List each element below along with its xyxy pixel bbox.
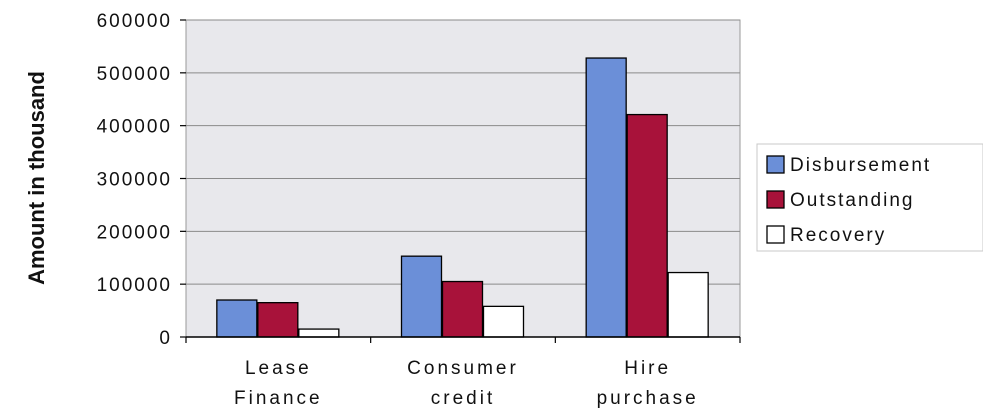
- x-category-label: credit: [431, 388, 495, 409]
- y-tick-label: 600000: [97, 11, 172, 32]
- y-tick-label: 300000: [97, 170, 172, 191]
- bar-recovery: [667, 271, 709, 338]
- legend-label-outstanding: Outstanding: [790, 190, 914, 211]
- y-tick-label: 100000: [97, 275, 172, 296]
- x-axis-category-labels: Lease Finance Consumer credit Hire purchase: [185, 337, 741, 409]
- bar-disbursement: [216, 299, 258, 338]
- x-category-label: Finance: [234, 388, 323, 409]
- x-category-label: purchase: [597, 388, 699, 409]
- x-category-label: Lease: [245, 358, 312, 379]
- legend-swatch-disbursement: [766, 155, 785, 174]
- legend-label-disbursement: Disbursement: [790, 155, 931, 176]
- x-category-label: Hire: [624, 358, 671, 379]
- y-tick-label: 500000: [97, 64, 172, 85]
- bar-disbursement: [400, 255, 443, 338]
- bar-recovery: [298, 328, 340, 338]
- legend: Disbursement Outstanding Recovery: [756, 143, 983, 252]
- y-tick-label: 200000: [97, 222, 172, 243]
- y-tick-label: 400000: [97, 117, 172, 138]
- legend-swatch-outstanding: [766, 190, 785, 209]
- legend-label-recovery: Recovery: [790, 225, 886, 246]
- bar-disbursement: [585, 57, 627, 338]
- legend-box: [756, 143, 983, 252]
- x-category-label: Consumer: [407, 358, 519, 379]
- y-tick-label: 0: [159, 328, 172, 349]
- bar-outstanding: [441, 280, 484, 338]
- legend-swatch-recovery: [766, 225, 785, 244]
- bar-outstanding: [626, 113, 668, 338]
- bar-outstanding: [257, 302, 299, 338]
- y-axis-label: Amount in thousand: [24, 71, 49, 285]
- y-axis-ticks: 0 100000 200000 300000 400000 500000 600000: [97, 11, 186, 349]
- bars: [216, 57, 709, 338]
- bar-recovery: [482, 305, 525, 338]
